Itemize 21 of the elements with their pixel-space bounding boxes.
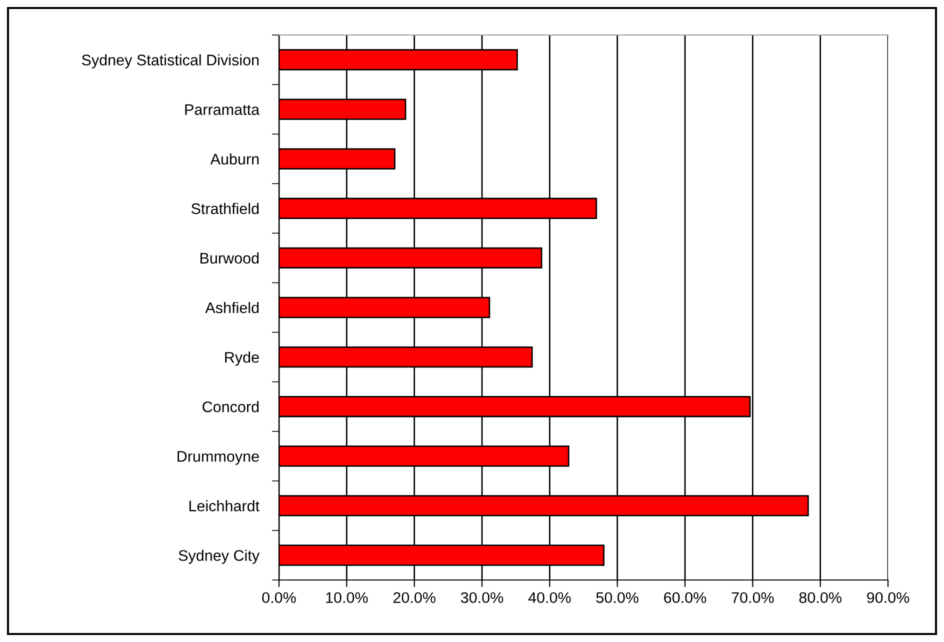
y-tick-label: Drummoyne bbox=[178, 451, 259, 465]
y-tick-label: Parramatta bbox=[185, 104, 260, 116]
y-tick-label: Auburn bbox=[210, 153, 259, 165]
x-tick-label: 30.0% bbox=[460, 592, 504, 604]
y-tick-label: Leichhardt bbox=[189, 500, 260, 512]
x-tick-label: 0.0% bbox=[262, 592, 296, 604]
y-tick-label: Ashfield bbox=[205, 302, 259, 314]
x-tick-label: 80.0% bbox=[799, 592, 842, 604]
y-tick-label: Ryde bbox=[225, 352, 259, 366]
y-tick-label: Concord bbox=[202, 401, 259, 412]
x-tick-label: 40.0% bbox=[528, 592, 571, 604]
y-tick-label: Sydney City bbox=[178, 550, 260, 564]
x-tick-label: 20.0% bbox=[393, 592, 436, 604]
x-tick-label: 70.0% bbox=[732, 592, 774, 604]
y-tick-label: Burwood bbox=[200, 252, 259, 264]
y-tick-label: Sydney Statistical Division bbox=[82, 54, 259, 68]
x-tick-label: 90.0% bbox=[867, 592, 910, 604]
x-tick-label: 10.0% bbox=[326, 592, 368, 604]
x-tick-label: 50.0% bbox=[596, 592, 638, 604]
x-tick-label: 60.0% bbox=[664, 592, 706, 604]
y-tick-label: Strathfield bbox=[191, 202, 259, 214]
